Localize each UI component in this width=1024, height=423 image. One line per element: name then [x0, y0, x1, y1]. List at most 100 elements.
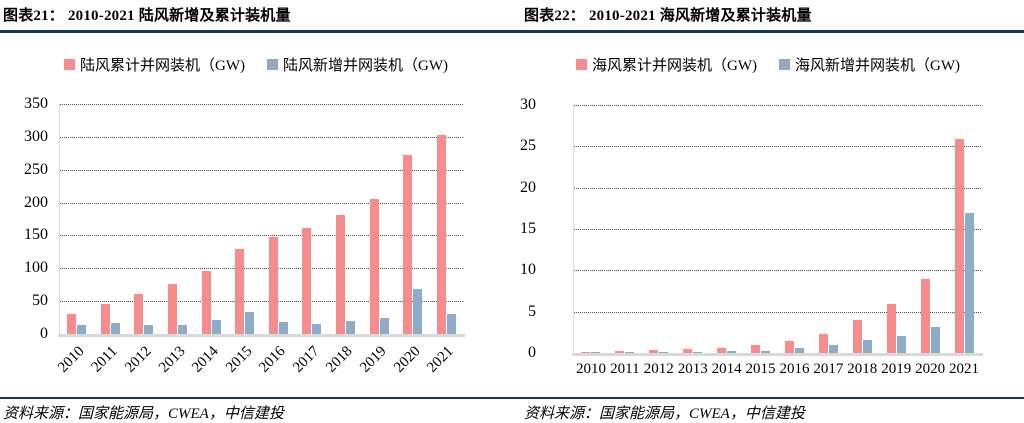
- bar-cumulative: [717, 348, 727, 353]
- legend-item: 海风累计并网装机（GW): [576, 54, 757, 75]
- bar-cumulative: [852, 320, 862, 353]
- y-axis-tick-label: 50: [32, 292, 48, 310]
- x-axis-tick-label: 2021: [949, 361, 980, 377]
- bar-cumulative: [134, 294, 144, 334]
- bar-cumulative: [683, 349, 693, 353]
- figure-21-panel: 图表21： 2010-2021 陆风新增及累计装机量 陆风累计并网装机（GW) 陆…: [0, 8, 512, 422]
- bar-new: [693, 352, 703, 353]
- bar-cumulative: [302, 228, 312, 334]
- x-axis-tick-label: 2011: [610, 361, 640, 377]
- legend-label: 陆风新增并网装机（GW): [283, 58, 448, 74]
- legend-item: 海风新增并网装机（GW): [779, 54, 960, 75]
- bar-cumulative: [649, 350, 659, 353]
- y-axis-tick-label: 25: [520, 137, 536, 155]
- bar-new: [413, 289, 423, 334]
- bar-cumulative: [954, 139, 964, 353]
- y-axis-line: [59, 104, 60, 334]
- legend-swatch-icon: [576, 59, 587, 70]
- bar-cumulative: [920, 279, 930, 353]
- y-axis-tick-label: 350: [24, 95, 48, 112]
- gridline: [60, 301, 463, 303]
- figure-22-plot-area: 0 5 10 15 20 25 30 2010 2011 2012 2013 2014 2015 2016…: [520, 96, 983, 377]
- y-axis-tick-label: 15: [520, 220, 536, 237]
- legend-item: 陆风累计并网装机（GW): [64, 54, 245, 75]
- bar-new: [625, 352, 635, 353]
- gridline: [574, 146, 981, 148]
- x-axis-tick-label: 2010: [575, 361, 606, 377]
- bar-cumulative: [403, 155, 413, 334]
- bar-new: [930, 327, 940, 353]
- bar-new: [211, 320, 221, 334]
- gridline: [60, 202, 463, 204]
- bar-cumulative: [818, 334, 828, 353]
- figure-22-source-note: 资料来源：国家能源局，CWEA，中信建投: [524, 406, 805, 422]
- x-axis-tick-label: 2013: [677, 361, 708, 377]
- bar-new: [446, 314, 456, 334]
- y-axis-tick-label: 200: [24, 193, 48, 211]
- bar-new: [278, 322, 288, 334]
- y-axis-tick-label: 10: [520, 261, 536, 279]
- x-axis-tick-label: 2020: [915, 361, 946, 377]
- y-axis-tick-label: 100: [24, 259, 48, 277]
- x-axis-tick-label: 2017: [813, 361, 844, 377]
- bar-new: [964, 213, 974, 353]
- bar-cumulative: [201, 271, 211, 334]
- y-axis-tick-label: 0: [528, 344, 536, 361]
- bar-new: [144, 325, 154, 334]
- x-axis-baseline: [58, 334, 465, 337]
- gridline: [574, 270, 981, 272]
- y-axis-tick-label: 0: [40, 325, 48, 342]
- x-axis-tick-label: 2015: [745, 361, 776, 377]
- bar-cumulative: [784, 341, 794, 353]
- x-axis-tick-label: 2012: [643, 361, 674, 377]
- y-axis-line: [573, 105, 574, 353]
- bar-cumulative: [751, 345, 761, 353]
- legend-swatch-icon: [64, 59, 75, 70]
- bar-cumulative: [369, 199, 379, 334]
- legend-label: 海风累计并网装机（GW): [592, 58, 757, 74]
- y-axis-tick-label: 20: [520, 178, 536, 196]
- bar-new: [794, 348, 804, 353]
- x-axis-tick-label: 2018: [847, 361, 878, 377]
- bar-cumulative: [268, 237, 278, 334]
- x-axis-tick-label: 2014: [711, 361, 742, 377]
- gridline: [574, 105, 981, 106]
- y-axis-tick-label: 250: [24, 160, 48, 178]
- bar-new: [862, 340, 872, 353]
- bar-new: [245, 312, 255, 334]
- y-axis-tick-label: 300: [24, 127, 48, 145]
- bar-cumulative: [581, 352, 591, 353]
- gridline: [60, 136, 463, 138]
- gridline: [60, 268, 463, 270]
- y-axis-tick-label: 30: [520, 96, 536, 113]
- y-axis-tick-label: 150: [24, 226, 48, 244]
- legend-item: 陆风新增并网装机（GW): [267, 54, 448, 75]
- figure-21-legend: 陆风累计并网装机（GW) 陆风新增并网装机（GW): [0, 54, 512, 75]
- gridline: [574, 229, 981, 230]
- bar-cumulative: [67, 314, 77, 334]
- x-axis-tick-label: 2016: [779, 361, 810, 377]
- bar-new: [727, 351, 737, 353]
- gridline: [60, 169, 463, 171]
- bar-new: [77, 325, 87, 334]
- figure-22-legend: 海风累计并网装机（GW) 海风新增并网装机（GW): [512, 54, 1024, 75]
- y-axis-tick-label: 5: [528, 302, 536, 320]
- figure-21-title: 图表21： 2010-2021 陆风新增及累计装机量: [3, 8, 291, 24]
- bar-new: [110, 323, 120, 334]
- bar-cumulative: [886, 304, 896, 353]
- bar-cumulative: [436, 135, 446, 334]
- title-divider-line: [0, 30, 1024, 33]
- bar-new: [591, 352, 601, 353]
- bar-new: [828, 345, 838, 353]
- x-axis-tick-label: 2019: [881, 361, 912, 377]
- legend-swatch-icon: [267, 59, 278, 70]
- legend-swatch-icon: [779, 59, 790, 70]
- bar-new: [896, 336, 906, 353]
- bar-cumulative: [335, 215, 345, 334]
- source-divider-line: [0, 397, 1024, 399]
- bar-new: [761, 351, 771, 353]
- figure-22-panel: 图表22： 2010-2021 海风新增及累计装机量 海风累计并网装机（GW) 海…: [512, 0, 1024, 423]
- gridline: [574, 187, 981, 189]
- bar-new: [379, 318, 389, 334]
- gridline: [574, 311, 981, 313]
